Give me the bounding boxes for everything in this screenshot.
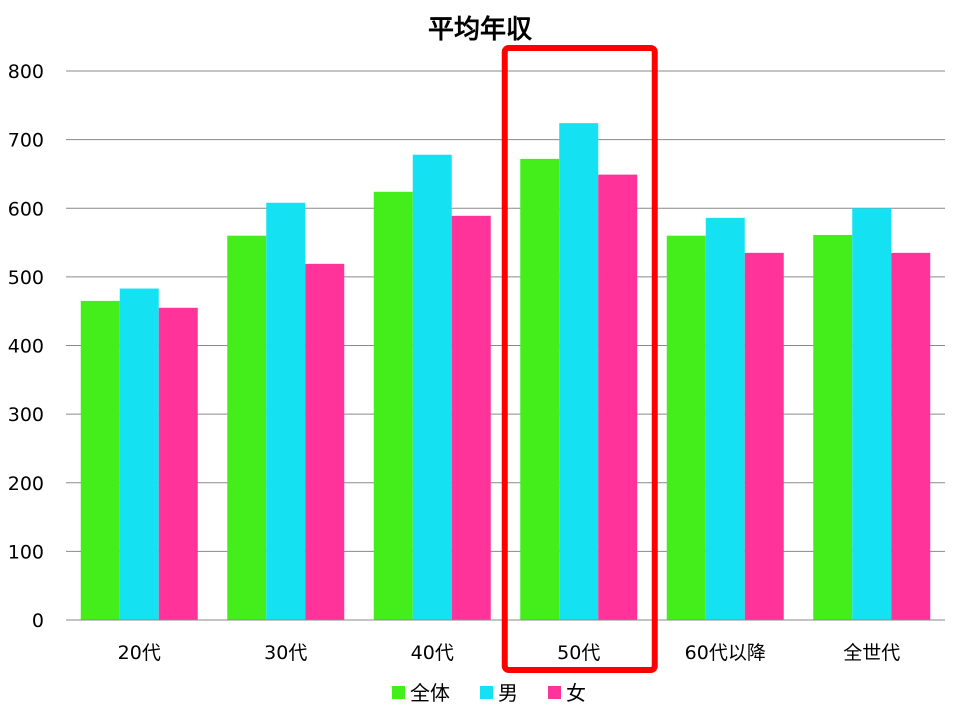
y-tick-label: 400 bbox=[8, 336, 44, 358]
y-tick-label: 100 bbox=[8, 541, 44, 563]
bar-男-30代 bbox=[266, 202, 306, 620]
y-tick-label: 500 bbox=[8, 267, 44, 289]
chart-title: 平均年収 bbox=[428, 14, 533, 45]
y-tick-label: 800 bbox=[8, 61, 44, 83]
bar-女-20代 bbox=[158, 307, 198, 620]
x-category-label: 20代 bbox=[118, 642, 161, 664]
bar-全体-40代 bbox=[373, 191, 413, 620]
bars bbox=[80, 123, 931, 621]
y-tick-label: 600 bbox=[8, 198, 44, 220]
bar-女-40代 bbox=[451, 215, 491, 620]
bar-男-全世代 bbox=[852, 208, 892, 620]
bar-全体-60代以降 bbox=[666, 235, 706, 620]
legend-label: 女 bbox=[566, 681, 586, 705]
legend-label: 男 bbox=[498, 681, 518, 705]
legend-swatch-全体 bbox=[392, 686, 405, 699]
x-category-label: 30代 bbox=[264, 642, 307, 664]
legend-swatch-男 bbox=[480, 686, 493, 699]
y-tick-label: 300 bbox=[8, 404, 44, 426]
y-tick-label: 200 bbox=[8, 473, 44, 495]
bar-全体-30代 bbox=[227, 235, 267, 620]
bar-男-40代 bbox=[412, 154, 452, 620]
x-axis-categories: 20代 30代 40代 50代 60代以降 全世代 bbox=[118, 642, 901, 664]
highlight-box-50s bbox=[501, 45, 658, 673]
x-category-label: 60代以降 bbox=[685, 642, 766, 664]
y-tick-label: 0 bbox=[32, 610, 44, 632]
legend: 全体 男 女 bbox=[392, 681, 586, 705]
x-category-label: 全世代 bbox=[843, 642, 900, 664]
y-axis-ticks: 0 100 200 300 400 500 600 700 800 bbox=[8, 61, 44, 632]
legend-swatch-女 bbox=[548, 686, 561, 699]
bar-男-20代 bbox=[119, 288, 159, 620]
bar-女-50代 bbox=[598, 174, 638, 620]
x-category-label: 50代 bbox=[557, 642, 600, 664]
bar-女-全世代 bbox=[891, 252, 931, 620]
bar-女-30代 bbox=[305, 263, 345, 620]
bar-男-60代以降 bbox=[705, 217, 745, 621]
x-category-label: 40代 bbox=[411, 642, 454, 664]
bar-全体-全世代 bbox=[813, 235, 853, 621]
y-tick-label: 700 bbox=[8, 130, 44, 152]
bar-女-60代以降 bbox=[744, 252, 784, 620]
bar-男-50代 bbox=[559, 123, 599, 620]
bar-全体-20代 bbox=[80, 300, 120, 620]
legend-label: 全体 bbox=[410, 681, 450, 705]
bar-全体-50代 bbox=[520, 158, 560, 620]
